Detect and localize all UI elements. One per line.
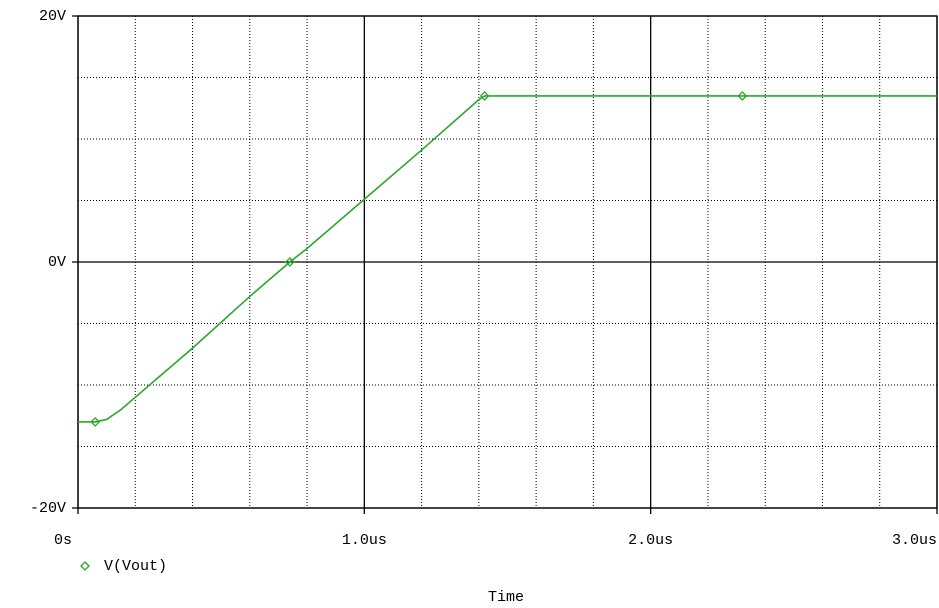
legend-marker: [80, 561, 90, 571]
series-line: [78, 95, 937, 423]
point-marker: [90, 416, 101, 427]
legend-label: V(Vout): [104, 558, 167, 575]
y-tick-label: 20V: [39, 8, 66, 25]
x-tick-label: 3.0us: [892, 532, 937, 549]
x-axis-label: Time: [488, 589, 524, 606]
x-tick-label: 2.0us: [628, 532, 673, 549]
point-marker: [737, 91, 748, 101]
point-marker: [284, 257, 295, 267]
y-tick-label: -20V: [30, 500, 66, 517]
y-tick-label: 0V: [48, 254, 66, 271]
plot-frame: [77, 15, 938, 509]
x-tick-label: 0s: [54, 532, 72, 549]
x-tick-label: 1.0us: [342, 532, 387, 549]
point-marker: [479, 91, 490, 101]
